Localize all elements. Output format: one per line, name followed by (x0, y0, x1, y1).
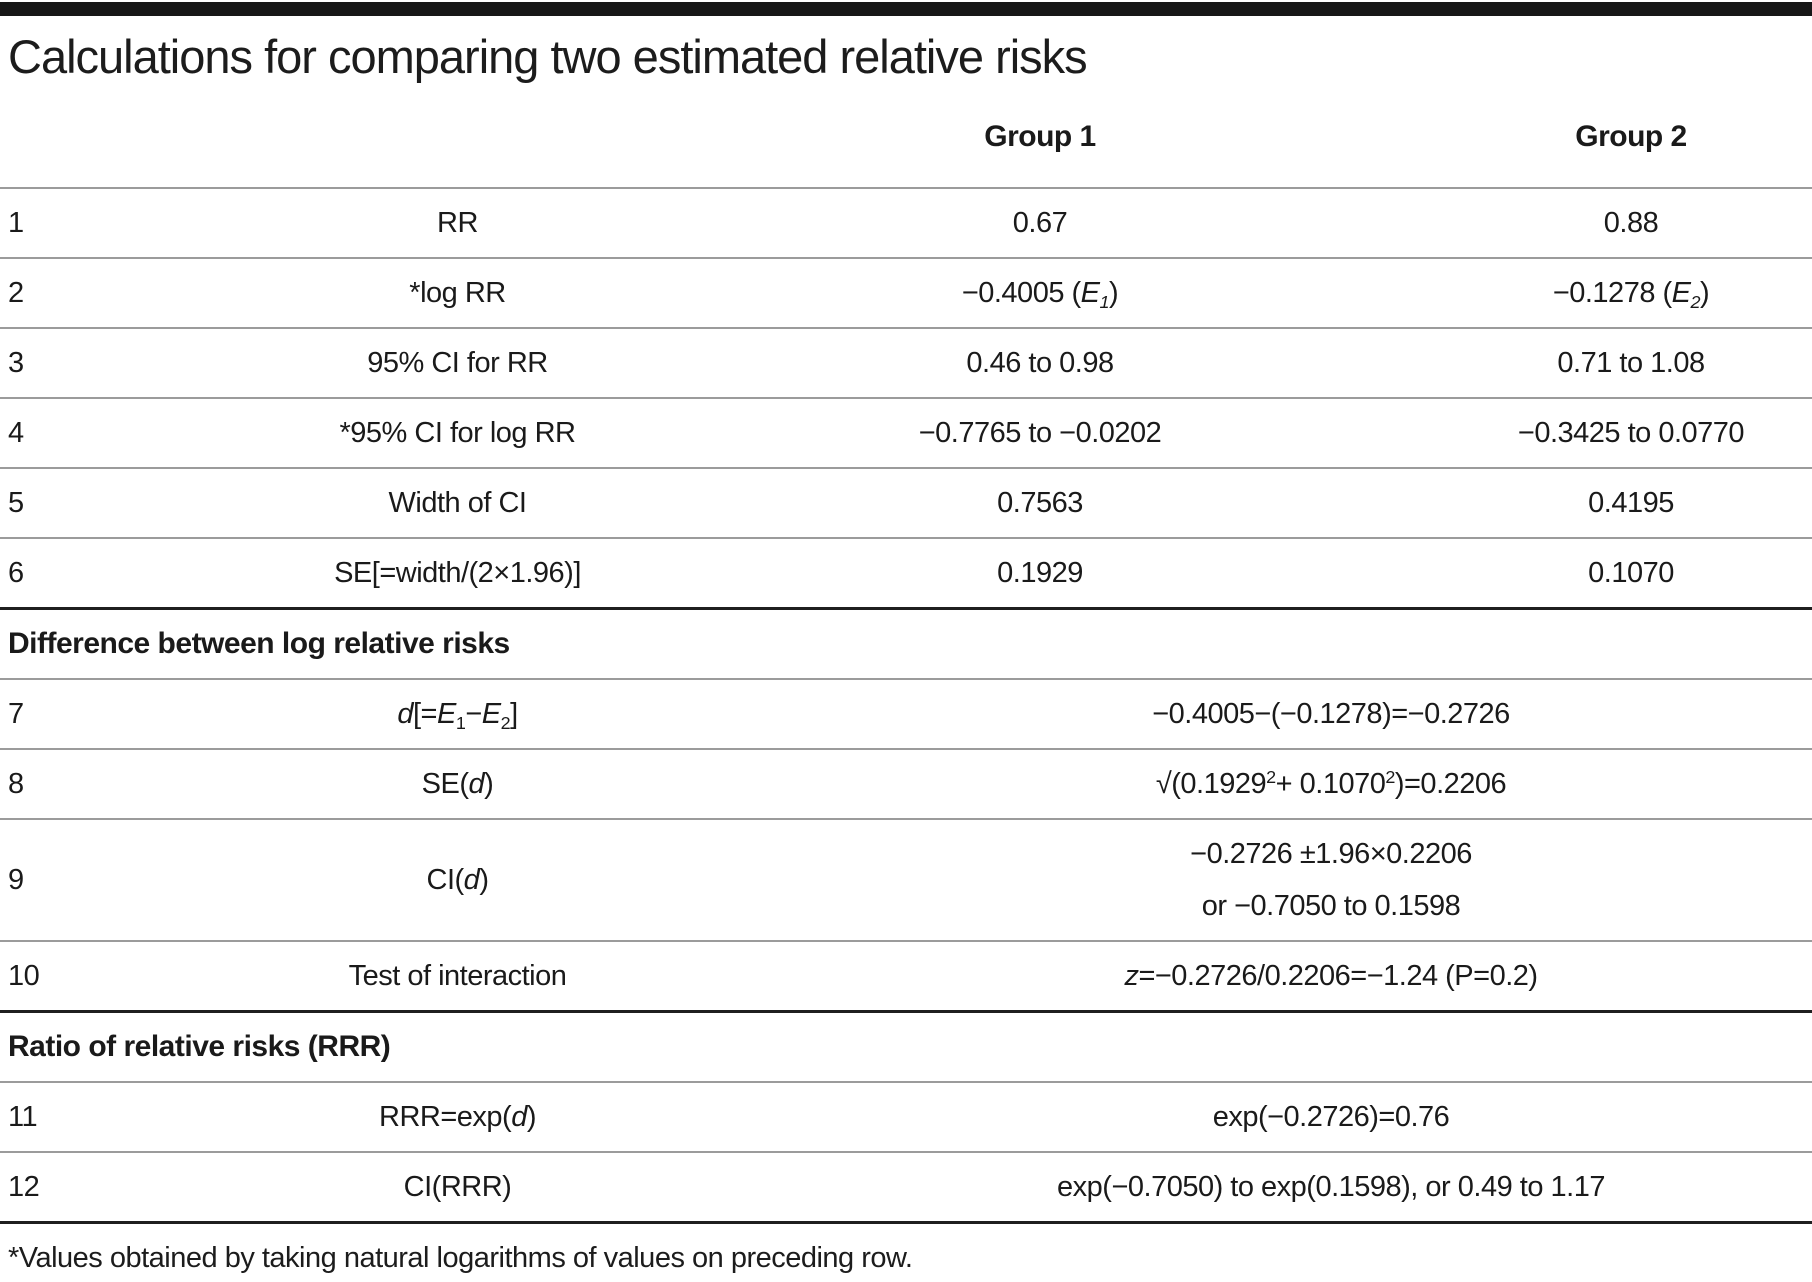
group2-value: 0.1070 (1588, 556, 1674, 589)
merged-value: −0.2726 ±1.96×0.2206 or −0.7050 to 0.1598 (1190, 838, 1472, 922)
row-label: Width of CI (388, 486, 527, 519)
table-footnote: *Values obtained by taking natural logar… (8, 1242, 913, 1274)
row-label: SE(d) (421, 767, 494, 800)
table-row: 4 *95% CI for log RR −0.7765 to −0.0202 … (0, 398, 1812, 468)
section-header-row: Difference between log relative risks (0, 609, 1812, 679)
merged-value: z=−0.2726/0.2206=−1.24 (P=0.2) (1124, 960, 1538, 992)
row-number: 5 (8, 486, 24, 519)
row-label: 95% CI for RR (367, 346, 548, 379)
table-row: 5 Width of CI 0.7563 0.4195 (0, 468, 1812, 538)
table-row: 6 SE[=width/(2×1.96)] 0.1929 0.1070 (0, 538, 1812, 609)
row-label: d[=E1−E2] (397, 697, 518, 733)
group2-value: −0.1278 (E2) (1552, 276, 1710, 312)
group2-value: −0.3425 to 0.0770 (1517, 416, 1745, 449)
merged-value: −0.4005−(−0.1278)=−0.2726 (1152, 698, 1510, 730)
group1-value: −0.4005 (E1) (961, 276, 1119, 312)
row-label: CI(RRR) (403, 1170, 512, 1203)
row-label: Test of interaction (348, 959, 567, 992)
table-title: Calculations for comparing two estimated… (8, 30, 1088, 83)
top-rule-bar (0, 2, 1812, 16)
row-number: 12 (8, 1170, 40, 1203)
section-header-row: Ratio of relative risks (RRR) (0, 1012, 1812, 1082)
row-number: 10 (8, 959, 40, 992)
group2-value: 0.88 (1603, 206, 1659, 239)
header-row: Group 1 Group 2 (0, 87, 1812, 188)
table-row: 12 CI(RRR) exp(−0.7050) to exp(0.1598), … (0, 1152, 1812, 1223)
row-number: 3 (8, 346, 24, 379)
row-label: SE[=width/(2×1.96)] (334, 556, 581, 589)
row-label: CI(d) (426, 863, 489, 896)
group1-value: 0.46 to 0.98 (966, 346, 1114, 379)
group2-value: 0.4195 (1588, 486, 1674, 519)
row-number: 11 (8, 1100, 38, 1133)
row-number: 8 (8, 767, 24, 800)
section-title: Ratio of relative risks (RRR) (8, 1030, 391, 1063)
table-row: 7 d[=E1−E2] −0.4005−(−0.1278)=−0.2726 (0, 679, 1812, 749)
group2-value: 0.71 to 1.08 (1557, 346, 1705, 379)
table-row: 11 RRR=exp(d) exp(−0.2726)=0.76 (0, 1082, 1812, 1152)
section-title: Difference between log relative risks (8, 627, 510, 660)
table-row: 3 95% CI for RR 0.46 to 0.98 0.71 to 1.0… (0, 328, 1812, 398)
merged-value: exp(−0.7050) to exp(0.1598), or 0.49 to … (1057, 1171, 1605, 1203)
table-row: 2 *log RR −0.4005 (E1) −0.1278 (E2) (0, 258, 1812, 328)
header-spacer-num (0, 87, 65, 188)
row-number: 7 (8, 697, 24, 730)
merged-value: √(0.19292+ 0.10702)=0.2206 (1155, 767, 1507, 800)
row-label: *log RR (409, 276, 506, 309)
row-number: 4 (8, 416, 24, 449)
row-number: 2 (8, 276, 24, 309)
merged-value: exp(−0.2726)=0.76 (1212, 1101, 1450, 1133)
table-row: 10 Test of interaction z=−0.2726/0.2206=… (0, 941, 1812, 1012)
row-label: RR (437, 206, 478, 239)
group1-value: 0.67 (1012, 206, 1068, 239)
column-header-group2: Group 2 (1575, 120, 1687, 153)
group1-value: 0.1929 (997, 556, 1083, 589)
row-label: RRR=exp(d) (379, 1100, 537, 1133)
group1-value: 0.7563 (997, 486, 1083, 519)
row-label: *95% CI for log RR (339, 416, 577, 449)
table-row: 9 CI(d) −0.2726 ±1.96×0.2206 or −0.7050 t… (0, 819, 1812, 941)
row-number: 9 (8, 863, 24, 896)
column-header-group1: Group 1 (984, 120, 1096, 153)
calculations-table: Group 1 Group 2 1 RR 0.67 0.88 2 *log RR… (0, 87, 1812, 1224)
header-spacer-label (65, 87, 850, 188)
table-row: 1 RR 0.67 0.88 (0, 188, 1812, 258)
table-row: 8 SE(d) √(0.19292+ 0.10702)=0.2206 (0, 749, 1812, 819)
group1-value: −0.7765 to −0.0202 (918, 416, 1162, 449)
row-number: 1 (8, 206, 24, 239)
row-number: 6 (8, 556, 24, 589)
